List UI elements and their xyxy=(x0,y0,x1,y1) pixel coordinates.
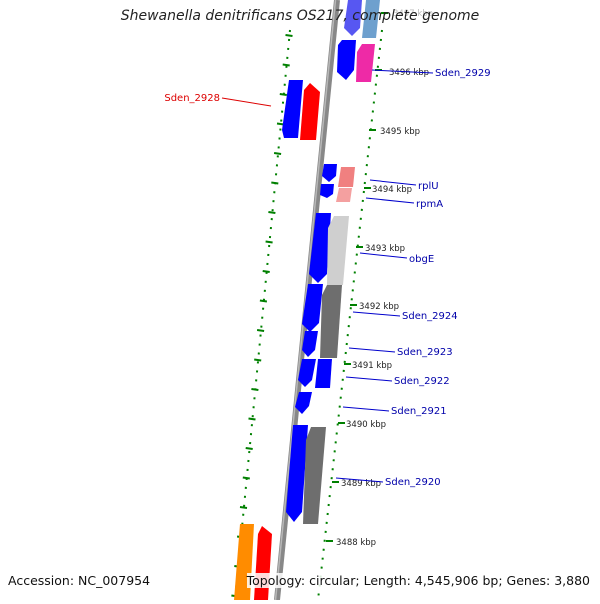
gene-labels: Sden_2929 Sden_2928 rplU rpmA obgE Sden_… xyxy=(164,68,490,488)
outer-tick-dashes xyxy=(231,34,293,598)
scale-tick-labels: 3497 kbp 3496 kbp 3495 kbp 3494 kbp 3493… xyxy=(336,9,433,548)
inner-dotted-arc xyxy=(317,29,383,601)
outer-dash xyxy=(285,34,293,37)
gene-feature-obgE-rev xyxy=(327,216,349,285)
tick-label: 3488 kbp xyxy=(336,538,376,548)
outer-dash xyxy=(259,299,268,303)
leader-sden-2929 xyxy=(371,69,434,74)
gene-feature-sden-2924-rev xyxy=(320,285,342,358)
gene-label-sden-2921[interactable]: Sden_2921 xyxy=(391,406,447,417)
outer-dash xyxy=(265,240,273,244)
gene-label-sden-2920[interactable]: Sden_2920 xyxy=(385,477,441,488)
gene-feature-sden-2924 xyxy=(302,284,323,332)
tick-label: 3496 kbp xyxy=(389,68,429,78)
outer-dash xyxy=(273,152,282,155)
outer-dash xyxy=(256,329,265,332)
outer-dash xyxy=(251,388,259,391)
outer-dash xyxy=(282,63,290,67)
gene-feature-rplU xyxy=(322,164,337,182)
forward-genes xyxy=(282,0,362,522)
topology-text: Topology: circular; Length: 4,545,906 bp… xyxy=(246,573,590,588)
tick-label: 3495 kbp xyxy=(380,127,420,137)
tick-label: 3491 kbp xyxy=(352,361,392,371)
tick-label: 3490 kbp xyxy=(346,420,386,430)
gene-label-sden-2923[interactable]: Sden_2923 xyxy=(397,347,453,358)
outer-dash xyxy=(262,270,270,273)
tick-label: 3493 kbp xyxy=(365,244,405,254)
gene-feature-rplU-rev xyxy=(338,167,355,187)
outer-dash xyxy=(248,417,256,421)
outer-dash xyxy=(242,476,250,480)
gene-feature-sden-2920 xyxy=(286,425,308,522)
gene-label-sden-2924[interactable]: Sden_2924 xyxy=(402,311,458,322)
gene-feature-sden-2921 xyxy=(295,392,312,414)
gene-feature-bottom-red xyxy=(254,526,272,600)
gene-label-obgE[interactable]: obgE xyxy=(409,254,434,265)
gene-feature-sden-2922b xyxy=(315,359,332,388)
gene-feature-sden-2922 xyxy=(298,359,316,387)
tick-label: 3492 kbp xyxy=(359,302,399,312)
gene-label-sden-2928[interactable]: Sden_2928 xyxy=(164,93,220,104)
gene-feature-top-fwd xyxy=(344,0,362,36)
gene-label-rpmA[interactable]: rpmA xyxy=(416,199,443,210)
scale-ticks xyxy=(326,12,388,542)
leader-sden-2922 xyxy=(345,376,393,382)
gene-feature-sden-2929-fwd xyxy=(337,40,356,80)
outer-dash xyxy=(279,93,287,96)
gene-feature-rpmA-rev xyxy=(336,188,352,202)
outer-dash xyxy=(245,447,253,450)
gene-feature-sden-2923 xyxy=(302,331,318,357)
gene-feature-top-rev xyxy=(362,0,380,38)
outer-dash xyxy=(271,181,279,185)
tick-label: 3489 kbp xyxy=(341,479,381,489)
outer-dash xyxy=(254,358,262,362)
leader-obgE xyxy=(359,252,408,259)
gene-feature-sden-2928-rev xyxy=(300,83,320,140)
gene-feature-rpmA xyxy=(320,184,334,198)
outer-dash xyxy=(268,211,276,214)
gene-feature-sden-2928-fwd xyxy=(282,80,303,138)
genome-backbone-highlight xyxy=(274,0,337,601)
gene-feature-sden-2920-rev xyxy=(303,427,326,524)
gene-feature-obgE xyxy=(309,213,331,283)
leader-sden-2921 xyxy=(342,406,390,412)
leader-rplU xyxy=(369,179,417,186)
tick-label: 3494 kbp xyxy=(372,185,412,195)
gene-label-rplU[interactable]: rplU xyxy=(418,181,439,192)
leader-sden-2923 xyxy=(348,347,396,353)
leader-sden-2920 xyxy=(335,477,384,483)
gene-label-sden-2922[interactable]: Sden_2922 xyxy=(394,376,450,387)
outer-dash xyxy=(239,506,248,509)
map-title: Shewanella denitrificans OS217, complete… xyxy=(120,8,480,24)
reverse-genes xyxy=(234,0,380,600)
leader-sden-2924 xyxy=(352,311,401,317)
gene-label-sden-2929[interactable]: Sden_2929 xyxy=(435,68,491,79)
outer-dotted-arc xyxy=(234,29,291,601)
leader-rpmA xyxy=(365,197,415,204)
tick-label: 3497 kbp xyxy=(393,9,433,19)
leader-sden-2928 xyxy=(221,97,272,107)
gene-leader-lines xyxy=(221,69,434,483)
gene-feature-sden-2929-rev xyxy=(356,44,375,82)
gene-feature-bottom-orange xyxy=(234,524,254,600)
accession-text: Accession: NC_007954 xyxy=(8,573,151,588)
